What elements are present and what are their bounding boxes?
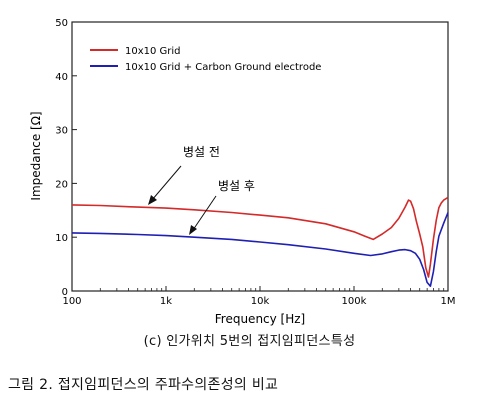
annotation-after-arrowhead: [189, 225, 197, 235]
annotation-after-arrow: [192, 195, 217, 231]
annotation-before: 병설 전: [148, 145, 220, 205]
annotation-after: 병설 후: [189, 179, 255, 235]
annotation-before-arrowhead: [148, 195, 157, 205]
y-tick-label: 0: [62, 287, 68, 298]
annotation-before-label: 병설 전: [183, 145, 220, 159]
x-tick-label: 1k: [160, 296, 172, 307]
annotation-before-arrow: [151, 165, 182, 201]
y-axis-label: Impedance [Ω]: [29, 111, 43, 200]
legend: 10x10 Grid 10x10 Grid + Carbon Ground el…: [90, 46, 321, 73]
series-line-1: [71, 196, 449, 278]
x-tick-label: 10k: [251, 296, 270, 307]
x-axis-label: Frequency [Hz]: [215, 312, 306, 326]
y-tick-label: 40: [55, 72, 68, 83]
series-lines: [71, 196, 449, 287]
sub-caption: (c) 인가위치 5번의 접지임피던스특성: [143, 334, 356, 349]
y-tick-label: 20: [55, 179, 68, 190]
series-line-2: [71, 212, 449, 287]
y-axis: 0 10 20 30 40 50: [55, 18, 77, 298]
x-tick-label: 1M: [441, 296, 456, 307]
y-tick-label: 50: [55, 18, 68, 29]
x-tick-label: 100k: [342, 296, 367, 307]
x-tick-label: 100: [62, 296, 81, 307]
plot-frame: [71, 21, 449, 292]
impedance-chart: 100 1k 10k 100k 1M 0 10 20 30 40 50 Frequency [Hz…: [29, 18, 456, 326]
y-tick-label: 30: [55, 126, 68, 137]
figure-caption: 그림 2. 접지임피던스의 주파수의존성의 비교: [8, 377, 279, 393]
y-tick-label: 10: [55, 233, 68, 244]
x-axis: 100 1k 10k 100k 1M: [62, 286, 456, 307]
legend-label-carbon: 10x10 Grid + Carbon Ground electrode: [125, 62, 321, 73]
legend-label-grid: 10x10 Grid: [125, 46, 181, 57]
annotation-after-label: 병설 후: [218, 179, 255, 193]
